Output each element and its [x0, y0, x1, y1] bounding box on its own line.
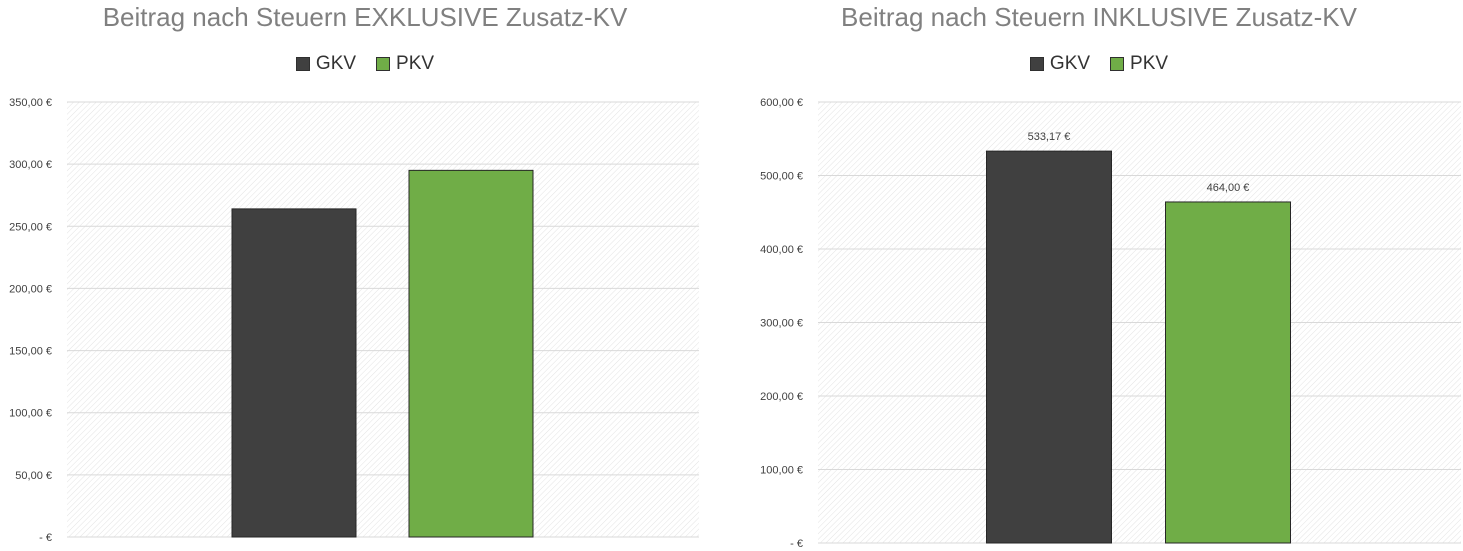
legend-swatch-gkv	[295, 57, 310, 71]
chart-exklusive: Beitrag nach Steuern EXKLUSIVE Zusatz-KV…	[0, 0, 730, 551]
legend-label-gkv: GKV	[1049, 53, 1091, 74]
y-tick-label: 300,00 €	[760, 318, 803, 330]
y-tick-label: 300,00 €	[9, 159, 52, 171]
bar-gkv	[231, 208, 357, 538]
bar-pkv	[408, 169, 534, 538]
legend-swatch-pkv	[1110, 57, 1125, 71]
y-tick-label: 500,00 €	[760, 171, 803, 183]
y-tick-label: 400,00 €	[760, 244, 803, 256]
legend-item-gkv: GKV	[1029, 53, 1091, 75]
legend-item-pkv: PKV	[376, 53, 434, 75]
chart-inklusive: Beitrag nach Steuern INKLUSIVE Zusatz-KV…	[735, 0, 1463, 551]
y-tick-label: - €	[39, 532, 52, 544]
y-tick-label: 350,00 €	[9, 97, 52, 109]
legend: GKV PKV	[735, 53, 1463, 75]
bar-pkv	[1165, 201, 1291, 544]
legend-swatch-pkv	[376, 57, 391, 71]
legend: GKV PKV	[0, 53, 730, 75]
chart-title: Beitrag nach Steuern INKLUSIVE Zusatz-KV	[841, 2, 1357, 32]
legend-label-pkv: PKV	[396, 53, 435, 74]
bar-gkv	[986, 150, 1112, 544]
legend-item-gkv: GKV	[295, 53, 357, 75]
legend-label-gkv: GKV	[315, 53, 357, 74]
plot-background	[67, 102, 699, 537]
data-label-pkv: 464,00 €	[1207, 182, 1250, 194]
y-tick-label: 600,00 €	[760, 97, 803, 109]
y-tick-label: 200,00 €	[9, 283, 52, 295]
y-tick-label: 200,00 €	[760, 391, 803, 403]
y-tick-label: 250,00 €	[9, 221, 52, 233]
chart-title: Beitrag nach Steuern EXKLUSIVE Zusatz-KV	[102, 2, 628, 32]
data-label-gkv: 533,17 €	[1028, 131, 1071, 143]
y-tick-label: - €	[790, 538, 803, 550]
plot-area: - € 100,00 € 200,00 € 300,00 € 400,00 € 500,0…	[760, 97, 1461, 550]
legend-swatch-gkv	[1029, 57, 1044, 71]
legend-label-pkv: PKV	[1130, 53, 1169, 74]
y-tick-label: 100,00 €	[9, 408, 52, 420]
y-tick-label: 150,00 €	[9, 346, 52, 358]
legend-item-pkv: PKV	[1110, 53, 1168, 75]
y-tick-label: 100,00 €	[760, 465, 803, 477]
plot-area: - € 50,00 € 100,00 € 150,00 € 200,00 € 250,00…	[9, 97, 699, 544]
y-tick-label: 50,00 €	[15, 470, 52, 482]
